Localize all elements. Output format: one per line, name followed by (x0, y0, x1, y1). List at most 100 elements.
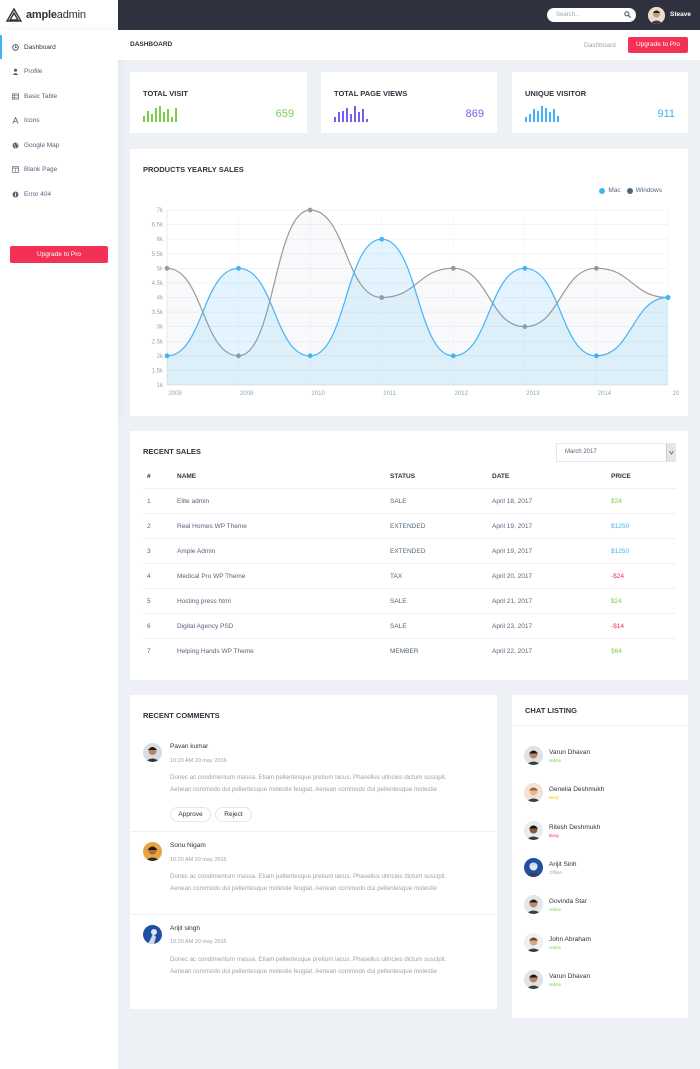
table-row[interactable]: 3 Ample Admin EXTENDED April 19, 2017 $1250 (143, 538, 676, 563)
chat-status: online (549, 758, 562, 763)
legend-item-mac[interactable]: Mac (599, 187, 621, 194)
data-point-mac (379, 236, 385, 242)
chat-item[interactable]: Genelia Deshmukh Busy (524, 783, 684, 807)
recent-comments-card: RECENT COMMENTS (130, 695, 497, 1009)
month-select[interactable]: March 2017 (556, 443, 676, 462)
table-row[interactable]: 7 Helping Hands WP Theme MEMBER April 22, 2… (143, 638, 676, 663)
logo-icon (6, 8, 22, 22)
table-row[interactable]: 4 Medical Pro WP Theme TAX April 20, 2017 -$… (143, 563, 676, 588)
spark-bar (175, 107, 177, 122)
cell-name: Hosting press html (177, 598, 231, 605)
y-tick-label: 5.5k (152, 252, 164, 258)
cell-n: 5 (147, 598, 151, 605)
sidebar-item-basic-table[interactable]: Basic Table (0, 84, 118, 108)
spark-bar (171, 117, 173, 122)
search-icon[interactable] (624, 11, 631, 18)
table-row[interactable]: 2 Real Homes WP Theme EXTENDED April 19, 20… (143, 513, 676, 538)
table-row[interactable]: 1 Elite admin SALE April 18, 2017 $24 (143, 488, 676, 513)
brand-logo[interactable]: ampleadmin (0, 0, 118, 30)
spark-bar (541, 106, 543, 122)
cell-status: TAX (390, 573, 403, 580)
cell-price: $64 (611, 648, 622, 655)
table-row[interactable]: 5 Hosting press html SALE April 21, 2017 $24 (143, 588, 676, 613)
cell-n: 7 (147, 648, 151, 655)
select-arrow[interactable] (666, 444, 675, 461)
divider (512, 725, 688, 726)
legend-dot (599, 187, 606, 194)
divider (131, 914, 497, 915)
chat-status: Busy (549, 795, 560, 801)
cell-n: 4 (147, 573, 151, 580)
sidebar: Dashboard Profile Basic Table Icons Goog… (0, 30, 118, 419)
spark-bar (537, 110, 539, 122)
approve-button[interactable]: Approve (170, 807, 211, 822)
chat-avatar (524, 857, 543, 877)
legend-dot (626, 187, 633, 194)
chart-title: PRODUCTS YEARLY SALES (143, 165, 244, 174)
data-point-mac (594, 353, 599, 359)
chat-item[interactable]: Ritesh Deshmukh Busy (524, 820, 684, 845)
cell-name: Real Homes WP Theme (177, 523, 247, 530)
chat-name: Govinda Star (549, 898, 587, 906)
data-point-mac (307, 353, 313, 359)
y-tick-label: 3.5k (152, 310, 164, 316)
spark-bar (358, 112, 360, 122)
sidebar-item-label: Icons (24, 116, 40, 124)
chat-item[interactable]: Arijit Sinh Offline (524, 857, 684, 882)
data-point-mac (164, 353, 170, 359)
cell-name: Ample Admin (177, 548, 216, 555)
y-tick-label: 2k (157, 354, 164, 360)
chat-status: online (549, 944, 562, 950)
chat-item[interactable]: Govinda Star online (524, 895, 684, 919)
spark-bar (143, 115, 145, 122)
reject-button[interactable]: Reject (215, 807, 252, 822)
header-upgrade-button[interactable]: Upgrade to Pro (628, 37, 688, 53)
col-header-date: DATE (492, 473, 510, 480)
cell-date: April 22, 2017 (492, 648, 533, 655)
breadcrumb[interactable]: Dashboard (584, 42, 616, 49)
legend-item-windows[interactable]: Windows (626, 187, 662, 194)
user-name[interactable]: Steave (670, 11, 691, 18)
chat-name: Genelia Deshmukh (549, 786, 605, 794)
user-avatar[interactable] (648, 7, 665, 24)
stat-title: TOTAL PAGE VIEWS (334, 89, 408, 98)
sidebar-item-label: Blank Page (24, 165, 58, 173)
chat-item[interactable]: John Abraham online (524, 932, 684, 957)
cell-status: SALE (390, 623, 407, 630)
sidebar-item-icons[interactable]: Icons (0, 108, 118, 132)
chat-item[interactable]: Varun Dhavan online (524, 746, 684, 770)
sidebar-upgrade-button[interactable]: Upgrade to Pro (10, 246, 108, 263)
spark-bar (533, 109, 535, 122)
columns-icon (12, 165, 19, 173)
spark-bar (549, 112, 551, 122)
chat-item[interactable]: Varun Dhavan online (524, 969, 684, 994)
y-tick-label: 4.5k (152, 281, 164, 287)
search-input[interactable]: Search... (547, 8, 636, 22)
spark-bar (350, 114, 352, 122)
avatar-image (648, 7, 665, 24)
table-row[interactable]: 6 Digital Agency PSD SALE April 23, 2017 -$1… (143, 613, 676, 638)
sidebar-item-google-map[interactable]: Google Map (0, 133, 118, 157)
comment-author: Pavan kumar (170, 743, 209, 750)
sidebar-item-blank-page[interactable]: Blank Page (0, 157, 118, 181)
y-tick-label: 1k (157, 383, 164, 389)
cell-price: $24 (611, 498, 622, 505)
chat-title: CHAT LISTING (525, 706, 577, 715)
cell-price: -$14 (611, 623, 625, 630)
spark-bar (362, 109, 364, 122)
cell-status: EXTENDED (390, 523, 426, 530)
stat-card-total-visit: TOTAL VISIT 659 (130, 72, 307, 133)
spark-bar (525, 117, 527, 122)
search-placeholder: Search... (556, 12, 581, 18)
y-tick-label: 5k (157, 266, 164, 272)
spark-bar (553, 109, 555, 122)
sidebar-item-label: Error 404 (24, 190, 52, 198)
cell-name: Medical Pro WP Theme (177, 573, 246, 580)
spark-bar (155, 107, 157, 122)
sidebar-item-profile[interactable]: Profile (0, 59, 118, 83)
spark-bar (147, 110, 149, 122)
sidebar-item-dashboard[interactable]: Dashboard (0, 35, 118, 59)
comment-avatar (143, 925, 162, 944)
sidebar-item-error-404[interactable]: Error 404 (0, 182, 118, 206)
chat-avatar (524, 746, 543, 765)
